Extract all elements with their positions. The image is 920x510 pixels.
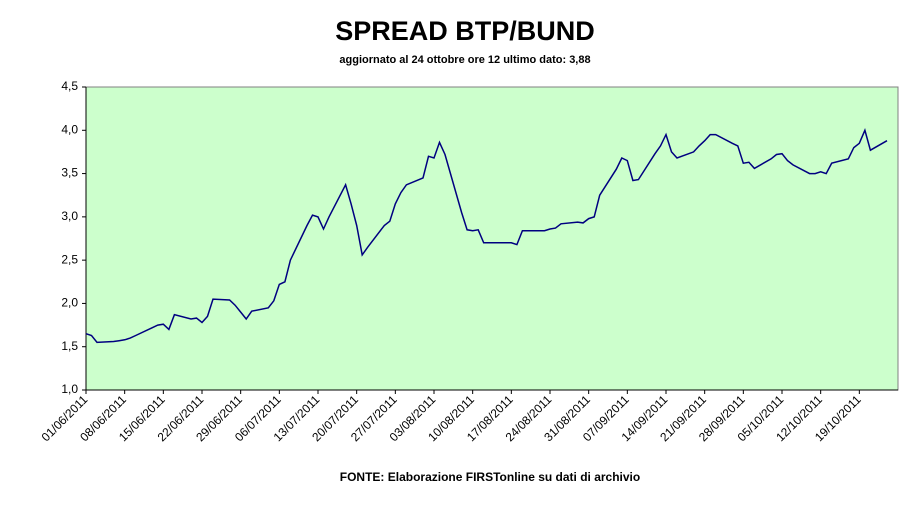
y-tick-label: 4,0 bbox=[61, 122, 78, 136]
y-tick-label: 1,0 bbox=[61, 382, 78, 396]
y-tick-label: 1,5 bbox=[61, 339, 78, 353]
source-note: FONTE: Elaborazione FIRSTonline su dati … bbox=[340, 470, 640, 484]
chart-subtitle: aggiornato al 24 ottobre ore 12 ultimo d… bbox=[339, 54, 590, 66]
y-tick-label: 4,5 bbox=[61, 79, 78, 93]
y-tick-label: 3,0 bbox=[61, 209, 78, 223]
series-line bbox=[85, 128, 888, 344]
y-tick-label: 2,0 bbox=[61, 296, 78, 310]
y-tick-label: 2,5 bbox=[61, 252, 78, 266]
chart-title: SPREAD BTP/BUND bbox=[335, 16, 595, 46]
plot-area bbox=[85, 86, 899, 391]
y-tick-label: 3,5 bbox=[61, 166, 78, 180]
